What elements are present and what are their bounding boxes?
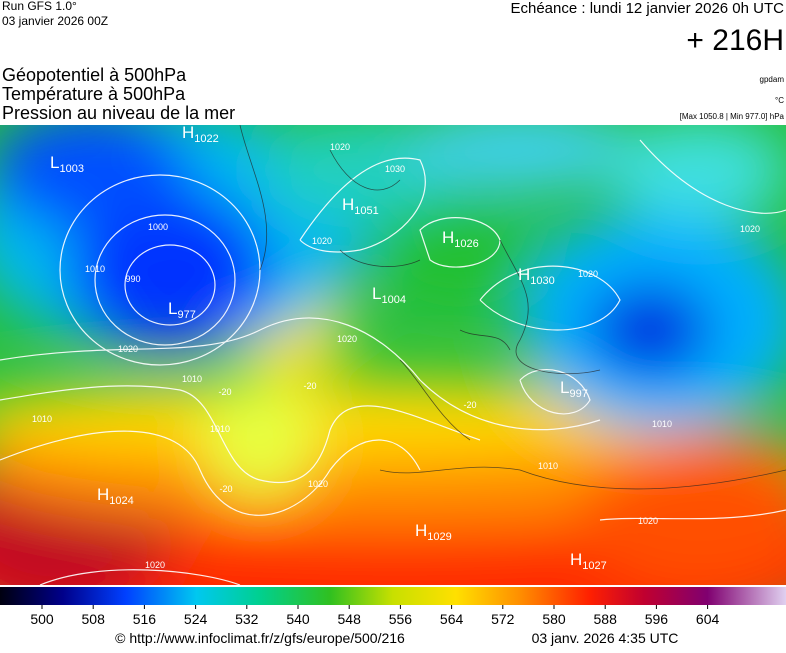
center-value: 1051 (354, 205, 378, 217)
contour-label: 1020 (312, 236, 332, 246)
unit-geopotential: gpdam (760, 75, 785, 84)
pressure-center: H1024 (97, 485, 134, 507)
pressure-center: H1022 (182, 123, 219, 145)
colorbar (0, 587, 786, 605)
contour-label: 1020 (578, 269, 598, 279)
colorbar-tick-label: 548 (338, 611, 362, 627)
center-value: 1022 (194, 133, 218, 145)
center-value: 1029 (427, 531, 451, 543)
contour-label: 990 (125, 274, 140, 284)
contour-label: 1010 (85, 264, 105, 274)
center-value: 1027 (582, 560, 606, 572)
center-kind: H (342, 195, 354, 214)
map (0, 125, 786, 585)
contour-label: 1010 (652, 419, 672, 429)
field-1: Géopotentiel à 500hPa (2, 65, 187, 85)
contour-label: -20 (303, 381, 316, 391)
colorbar-tick-label: 516 (133, 611, 157, 627)
center-kind: H (182, 123, 194, 142)
pressure-center: H1026 (442, 228, 479, 250)
pressure-center: L1003 (50, 153, 84, 175)
center-kind: L (560, 378, 569, 397)
run-date: 03 janvier 2026 00Z (2, 14, 108, 28)
run-label: Run GFS 1.0° (2, 0, 77, 13)
pressure-center: L997 (560, 378, 588, 400)
pressure-center: H1030 (518, 265, 555, 287)
contour-label: 1020 (337, 334, 357, 344)
center-value: 1026 (454, 238, 478, 250)
contour-label: 1020 (330, 142, 350, 152)
contour-label: 1000 (148, 222, 168, 232)
center-value: 1004 (381, 294, 405, 306)
contour-label: 1020 (638, 516, 658, 526)
center-kind: H (442, 228, 454, 247)
colorbar-tick-label: 508 (82, 611, 106, 627)
contour-label: 1020 (118, 344, 138, 354)
colorbar-tick-label: 572 (491, 611, 515, 627)
contour-label: -20 (218, 387, 231, 397)
footer-url: © http://www.infoclimat.fr/z/gfs/europe/… (115, 630, 405, 646)
center-value: 977 (177, 309, 195, 321)
pressure-center: L977 (168, 299, 196, 321)
pressure-center: L1004 (372, 284, 406, 306)
center-kind: H (97, 485, 109, 504)
contour-label: 1020 (308, 479, 328, 489)
colorbar-tick-label: 564 (440, 611, 464, 627)
pressure-center: H1051 (342, 195, 379, 217)
contour-label: -20 (219, 484, 232, 494)
field-2: Température à 500hPa (2, 84, 186, 104)
contour-label: 1010 (210, 424, 230, 434)
colorbar-tick-label: 556 (389, 611, 413, 627)
contour-label: 1010 (182, 374, 202, 384)
colorbar-tick-label: 540 (286, 611, 310, 627)
pressure-center: H1027 (570, 550, 607, 572)
center-value: 1024 (109, 495, 133, 507)
colorbar-tick-label: 532 (235, 611, 259, 627)
pressure-center: H1029 (415, 521, 452, 543)
contour-label: 1020 (145, 560, 165, 570)
center-value: 1030 (530, 275, 554, 287)
center-kind: L (50, 153, 59, 172)
contour-label: 1030 (385, 164, 405, 174)
contour-label: 1010 (32, 414, 52, 424)
contour-label: 1010 (538, 461, 558, 471)
colorbar-tick-label: 580 (542, 611, 566, 627)
unit-temperature: °C (775, 96, 784, 105)
contour-label: 1020 (740, 224, 760, 234)
lead-time: + 216H (686, 24, 784, 57)
contour-label: -20 (463, 400, 476, 410)
center-kind: H (518, 265, 530, 284)
footer-timestamp: 03 janv. 2026 4:35 UTC (532, 630, 679, 646)
center-value: 997 (569, 388, 587, 400)
colorbar-tick-label: 524 (184, 611, 208, 627)
colorbar-tick-label: 588 (594, 611, 618, 627)
unit-pressure: [Max 1050.8 | Min 977.0] hPa (680, 112, 785, 121)
field-3: Pression au niveau de la mer (2, 103, 235, 123)
center-kind: H (570, 550, 582, 569)
colorbar-tick-label: 500 (30, 611, 54, 627)
center-value: 1003 (59, 163, 83, 175)
center-kind: L (372, 284, 381, 303)
colorbar-tick-label: 596 (645, 611, 669, 627)
center-kind: L (168, 299, 177, 318)
colorbar-tick-label: 604 (696, 611, 720, 627)
valid-time: Echéance : lundi 12 janvier 2026 0h UTC (510, 0, 784, 17)
center-kind: H (415, 521, 427, 540)
